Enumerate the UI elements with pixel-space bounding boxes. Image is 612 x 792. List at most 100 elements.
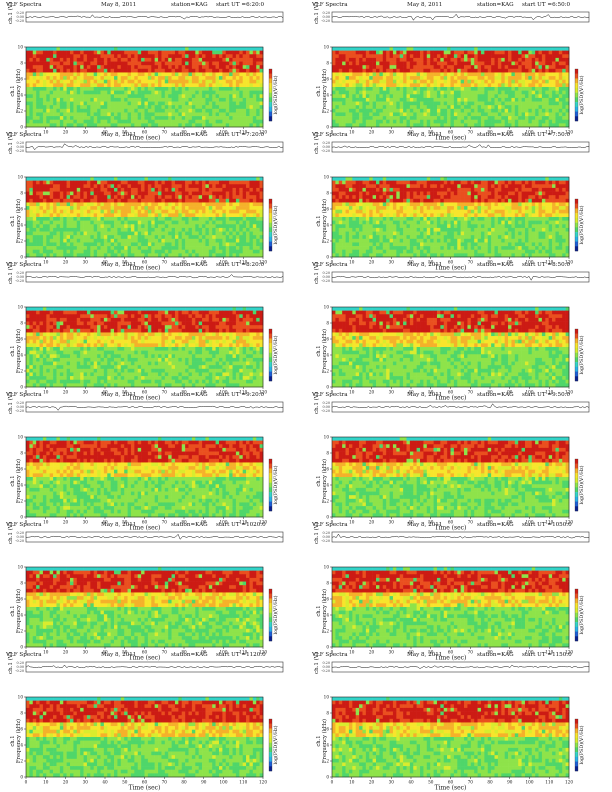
spectrogram-cell <box>565 94 570 99</box>
spectrogram-cell <box>191 220 196 225</box>
spectrogram-cell <box>158 206 162 211</box>
spectrogram-cell <box>239 231 243 236</box>
spectrogram-cell <box>355 79 360 84</box>
spectrogram-cell <box>338 90 343 95</box>
spectrogram-cell <box>137 65 142 70</box>
spectrogram-cell <box>90 231 95 236</box>
spectrogram-cell <box>181 195 186 200</box>
spectrogram-cell <box>229 191 233 196</box>
spectrogram-cell <box>161 90 166 95</box>
spectrogram-cell <box>538 94 543 99</box>
spectrogram-cell <box>144 195 149 200</box>
spectrogram-cell <box>147 68 152 73</box>
spectrogram-cell <box>83 94 88 99</box>
spectrogram-cell <box>90 235 95 240</box>
spectrogram-cell <box>100 198 105 203</box>
spectrogram-cell <box>188 76 193 81</box>
spectrogram-cell <box>420 54 424 59</box>
spectrogram-cell <box>53 94 57 99</box>
spectrogram-cell <box>416 79 421 84</box>
spectrogram-cell <box>161 101 166 106</box>
spectrogram-cell <box>450 65 455 70</box>
spectrogram-cell <box>185 180 189 185</box>
spectrogram-cell <box>198 202 203 207</box>
spectrogram-cell <box>239 220 243 225</box>
spectrogram-cell <box>29 235 34 240</box>
spectrogram-cell <box>174 184 179 189</box>
spectrogram-cell <box>518 101 522 106</box>
spectrogram-cell <box>443 108 448 113</box>
spectrogram-cell <box>491 97 495 102</box>
spectrogram-cell <box>191 195 196 200</box>
spectrogram-cell <box>208 94 213 99</box>
spectrogram-cell <box>46 61 50 66</box>
spectrogram-cell <box>97 246 101 251</box>
spectrogram-cell <box>147 191 152 196</box>
spectrogram-cell <box>565 61 570 66</box>
spectrogram-cell <box>70 177 74 181</box>
spectrogram-cell <box>137 242 142 247</box>
spectrogram-cell <box>178 76 183 81</box>
spectrogram-cell <box>338 47 343 51</box>
spectrogram-cell <box>164 119 169 124</box>
spectrogram-cell <box>73 116 78 121</box>
spectrogram-cell <box>555 87 560 91</box>
spectrogram-cell <box>382 112 387 117</box>
spectrogram-cell <box>73 94 78 99</box>
spectrogram-cell <box>440 116 445 121</box>
spectrogram-cell <box>56 227 61 232</box>
spectrogram-cell <box>338 116 343 121</box>
spectrogram-cell <box>107 249 111 254</box>
spectrogram-cell <box>225 65 230 70</box>
spectrogram-cell <box>63 195 67 200</box>
spectrogram-cell <box>518 116 522 121</box>
spectrogram-cell <box>464 119 468 124</box>
spectrogram-cell <box>335 94 340 99</box>
spectrogram-cell <box>93 65 98 70</box>
spectrogram-cell <box>66 187 71 192</box>
spectrogram-cell <box>212 253 216 258</box>
spectrogram-cell <box>29 187 34 192</box>
spectrogram-cell <box>171 246 176 251</box>
spectrogram-cell <box>225 249 230 254</box>
spectrogram-cell <box>487 180 492 185</box>
spectrogram-cell <box>208 231 213 236</box>
spectrogram-cell <box>514 123 519 128</box>
spectrogram-cell <box>130 83 135 88</box>
spectrogram-cell <box>130 72 135 77</box>
x-tick-label: 120 <box>259 130 267 135</box>
spectrogram-cell <box>538 50 543 55</box>
spectrogram-cell <box>426 79 431 84</box>
spectrogram-cell <box>256 191 260 196</box>
spectrogram-cell <box>100 246 105 251</box>
spectrogram-cell <box>90 249 95 254</box>
x-tick-label: 10 <box>349 130 355 135</box>
spectrogram-cell <box>382 47 387 51</box>
spectrogram-cell <box>239 65 243 70</box>
spectrogram-cell <box>26 61 30 66</box>
spectrogram-cell <box>32 112 37 117</box>
spectrogram-cell <box>413 123 417 128</box>
spectrogram-cell <box>225 206 230 211</box>
spectrogram-cell <box>225 79 230 84</box>
spectrogram-cell <box>97 119 101 124</box>
spectrogram-cell <box>376 90 380 95</box>
spectrogram-cell <box>229 242 233 247</box>
voltage-axis-label: ch.1 (V) <box>313 2 320 24</box>
spectrogram-cell <box>352 101 356 106</box>
spectrogram-cell <box>195 105 199 110</box>
spectrogram-cell <box>477 57 482 62</box>
spectrogram-cell <box>484 47 489 51</box>
spectrogram-cell <box>440 65 445 70</box>
spectrogram-cell <box>229 112 233 117</box>
spectrogram-cell <box>202 79 206 84</box>
spectrogram-cell <box>497 50 502 55</box>
spectrogram-cell <box>538 105 543 110</box>
spectrogram-cell <box>80 87 84 91</box>
spectrogram-cell <box>29 231 34 236</box>
spectrogram-cell <box>80 94 84 99</box>
spectrogram-cell <box>232 108 237 113</box>
spectrogram-cell <box>447 72 451 77</box>
spectrogram-cell <box>399 94 404 99</box>
